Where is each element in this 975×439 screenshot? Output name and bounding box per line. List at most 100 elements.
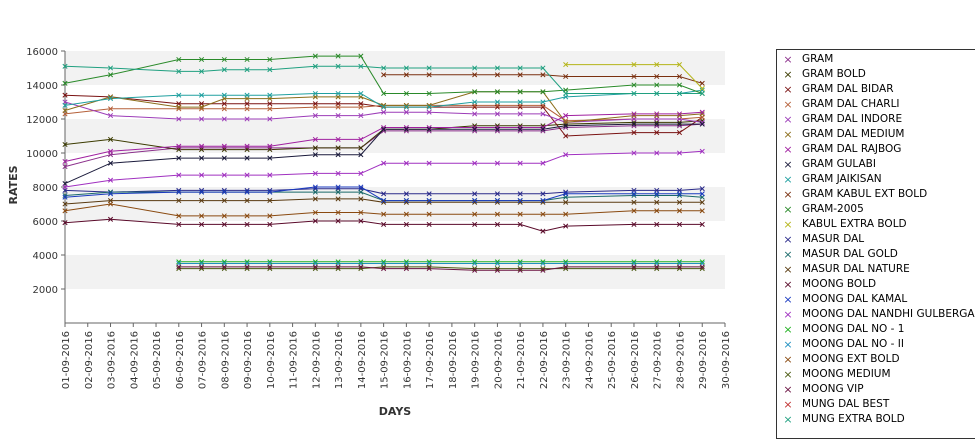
data-point <box>335 113 341 119</box>
data-point <box>563 211 569 217</box>
legend-label: MUNG DAL BEST <box>802 398 890 410</box>
x-tick-label: 13-09-2016 <box>334 331 345 389</box>
data-point <box>198 143 205 149</box>
data-point <box>244 189 250 195</box>
legend-label: MOONG EXT BOLD <box>802 353 900 365</box>
data-point <box>198 68 205 74</box>
legend-label: GRAM DAL RAJBOG <box>802 143 902 155</box>
data-point <box>676 82 683 88</box>
data-point <box>312 259 318 265</box>
data-point <box>198 189 205 195</box>
x-tick-label: 28-09-2016 <box>675 331 686 389</box>
legend-label: MASUR DAL NATURE <box>802 263 910 275</box>
x-tick-label: 01-09-2016 <box>61 331 72 389</box>
legend-marker-icon: × <box>783 398 793 411</box>
legend-label: GRAM DAL CHARLI <box>802 98 900 110</box>
data-point <box>312 136 318 142</box>
x-tick-label: 02-09-2016 <box>84 331 95 389</box>
data-point <box>312 196 318 202</box>
data-point <box>312 113 318 119</box>
data-point <box>335 53 341 59</box>
data-point <box>472 124 478 131</box>
data-point <box>358 218 364 224</box>
data-point <box>62 184 68 190</box>
data-point <box>563 133 569 139</box>
series-line <box>64 89 703 108</box>
data-point <box>335 90 341 97</box>
data-point <box>244 145 250 151</box>
series-line <box>64 65 703 94</box>
data-point <box>540 160 546 166</box>
y-tick-labels: 2000 4000 6000 8000 10000 12000 14000 16000 <box>26 47 65 296</box>
data-point <box>221 143 227 149</box>
data-point <box>381 199 387 205</box>
legend-label: MOONG DAL NO - 1 <box>802 323 905 335</box>
data-point <box>221 213 227 219</box>
data-point <box>676 208 683 214</box>
data-point <box>540 260 546 267</box>
data-point <box>381 266 387 272</box>
data-point <box>62 92 68 98</box>
data-point <box>221 264 227 270</box>
data-point <box>244 172 250 178</box>
data-point <box>244 213 250 219</box>
x-tick-label: 22-09-2016 <box>539 331 550 389</box>
data-point <box>472 191 478 197</box>
data-point <box>540 104 546 110</box>
data-point <box>198 116 205 122</box>
x-tick-label: 17-09-2016 <box>425 331 436 389</box>
data-point <box>540 267 546 273</box>
data-point <box>267 172 273 178</box>
data-point <box>699 191 705 197</box>
legend-marker-icon: × <box>783 158 793 171</box>
data-point <box>517 199 523 205</box>
data-point <box>472 211 478 217</box>
data-point <box>676 259 683 265</box>
data-point <box>381 198 387 204</box>
series-line <box>178 266 703 270</box>
data-point <box>244 56 250 63</box>
data-point <box>267 266 273 272</box>
data-point <box>335 189 341 195</box>
legend-marker-icon: × <box>783 413 793 426</box>
data-point <box>335 196 341 202</box>
data-point <box>540 111 546 117</box>
data-point <box>176 172 182 178</box>
data-point <box>676 90 683 97</box>
data-point <box>517 266 523 272</box>
data-point <box>267 67 273 73</box>
data-point <box>267 101 273 107</box>
x-tick-label: 05-09-2016 <box>152 331 163 389</box>
data-point <box>472 221 478 227</box>
data-point <box>517 267 523 273</box>
data-point <box>472 260 478 267</box>
x-tick-label: 29-09-2016 <box>698 331 709 389</box>
data-point <box>198 221 205 227</box>
y-tick-label: 12000 <box>26 115 58 126</box>
x-tick-label: 08-09-2016 <box>220 331 231 389</box>
legend-marker-icon: × <box>783 308 793 321</box>
data-point <box>426 266 432 272</box>
data-point <box>631 264 637 270</box>
data-point <box>517 111 523 117</box>
x-tick-labels: 01-09-2016 02-09-2016 03-09-2016 04-09-2016… <box>61 323 732 389</box>
series-line <box>64 123 703 168</box>
legend-marker-icon: × <box>783 353 793 366</box>
data-point <box>244 106 250 112</box>
data-point <box>176 187 182 193</box>
data-point <box>381 264 387 270</box>
data-point <box>699 109 705 115</box>
data-point <box>403 221 409 227</box>
data-point <box>563 90 569 97</box>
x-tick-label: 09-09-2016 <box>243 331 254 389</box>
data-point <box>472 99 478 105</box>
data-point <box>381 124 387 131</box>
data-point <box>631 82 637 88</box>
data-point <box>335 104 341 110</box>
legend-label: MOONG DAL NO - II <box>802 338 904 350</box>
legend-label: GRAM <box>802 53 834 65</box>
data-point <box>540 99 546 105</box>
data-point <box>676 221 683 227</box>
data-point <box>335 266 341 272</box>
series-line <box>64 150 703 188</box>
